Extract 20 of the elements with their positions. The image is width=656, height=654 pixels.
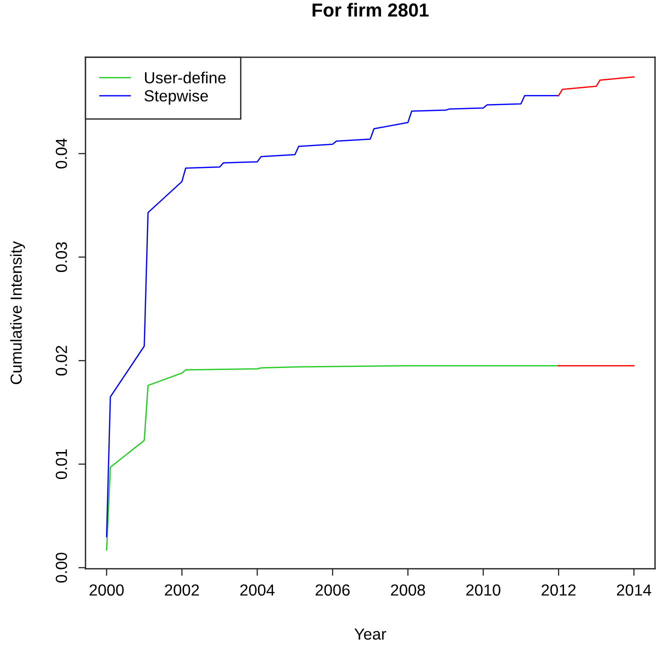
x-tick-label: 2002 — [164, 584, 199, 596]
x-tick-label: 2014 — [616, 584, 652, 596]
x-tick-label: 2010 — [466, 584, 500, 596]
y-axis-title: Cumulative Intensity — [10, 241, 25, 384]
x-tick-label: 2000 — [90, 584, 124, 596]
legend-label: Stepwise — [144, 90, 208, 105]
y-tick-label: 0.03 — [56, 242, 68, 272]
y-tick-label: 0.01 — [56, 449, 68, 480]
x-tick-label: 2012 — [542, 584, 576, 596]
x-axis-title: Year — [354, 628, 386, 640]
x-tick-label: 2008 — [390, 584, 425, 596]
line-series — [106, 365, 560, 551]
y-tick-label: 0.02 — [56, 346, 68, 376]
x-tick-label: 2004 — [240, 584, 275, 596]
chart-title: For firm 2801 — [312, 2, 429, 17]
y-tick-label: 0.04 — [56, 138, 68, 168]
legend-label: User-define — [145, 72, 226, 84]
y-tick-label: 0.00 — [56, 552, 68, 583]
line-series — [558, 76, 635, 96]
x-tick-label: 2006 — [316, 584, 350, 596]
